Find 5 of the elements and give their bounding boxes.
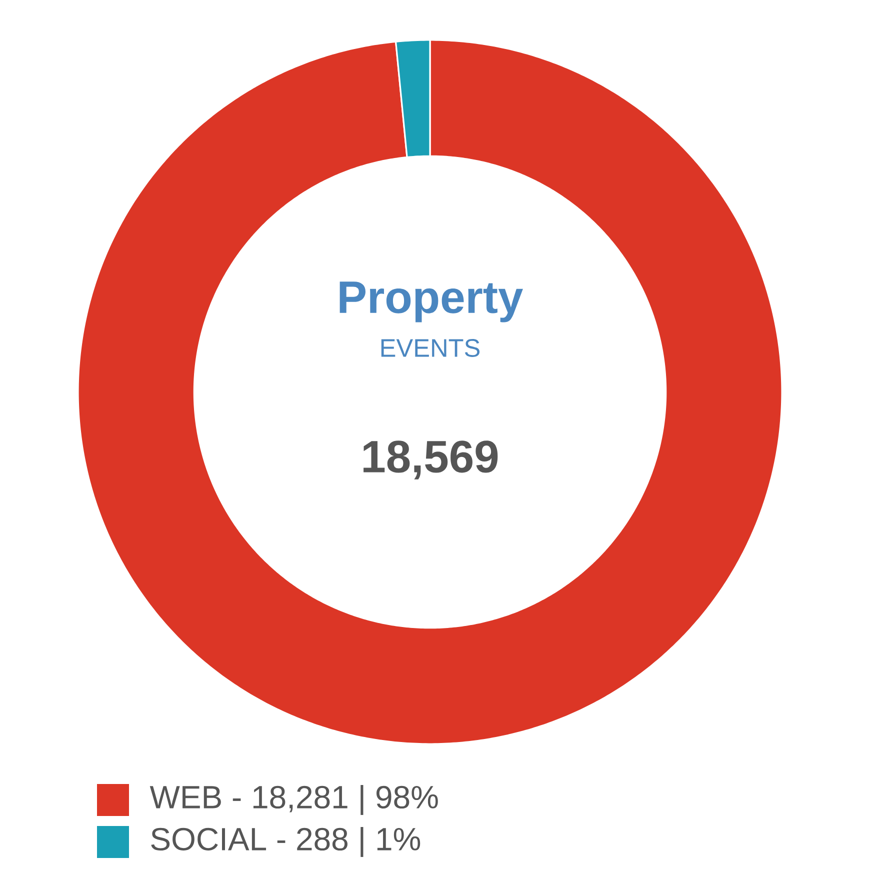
legend-label: WEB - 18,281 | 98%	[150, 785, 438, 815]
legend-label: SOCIAL - 288 | 1%	[151, 827, 420, 857]
text: EVENTS	[381, 339, 480, 357]
text: 18,569	[364, 440, 498, 480]
text: Property	[340, 282, 523, 322]
